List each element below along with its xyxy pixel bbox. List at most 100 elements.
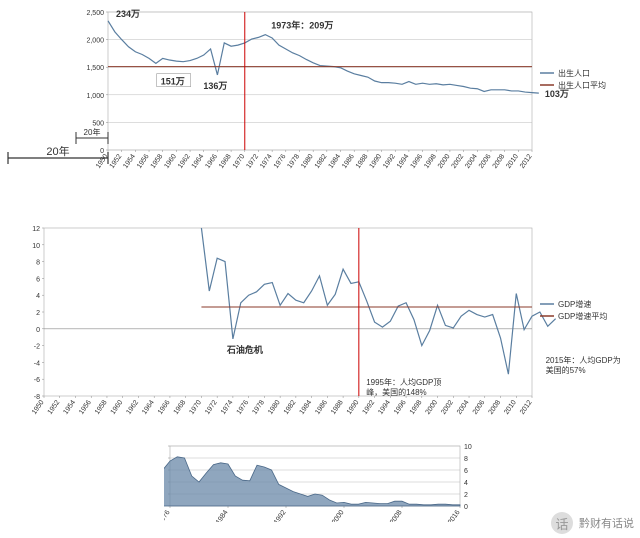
svg-text:12: 12 — [32, 226, 40, 233]
gdp-growth-chart: -8-6-4-202468101219501952195419561958196… — [14, 222, 632, 422]
svg-text:1964: 1964 — [141, 399, 156, 416]
svg-text:1992: 1992 — [362, 399, 377, 416]
svg-text:103万: 103万 — [545, 89, 569, 99]
svg-text:2008: 2008 — [389, 509, 404, 522]
svg-text:1990: 1990 — [369, 153, 384, 170]
svg-text:1978: 1978 — [286, 153, 301, 170]
svg-text:1962: 1962 — [125, 399, 140, 416]
svg-text:1996: 1996 — [393, 399, 408, 416]
svg-text:4: 4 — [464, 480, 468, 487]
svg-text:151万: 151万 — [161, 77, 185, 87]
svg-text:1980: 1980 — [267, 399, 282, 416]
svg-text:1982: 1982 — [314, 153, 329, 170]
svg-text:1960: 1960 — [110, 399, 125, 416]
svg-text:2010: 2010 — [505, 153, 520, 170]
svg-text:2000: 2000 — [437, 153, 452, 170]
svg-text:2,000: 2,000 — [86, 38, 104, 45]
svg-text:20年: 20年 — [84, 127, 101, 137]
svg-text:1980: 1980 — [300, 153, 315, 170]
svg-text:2002: 2002 — [451, 153, 466, 170]
svg-text:出生人口: 出生人口 — [558, 68, 590, 78]
svg-text:10: 10 — [464, 444, 472, 451]
svg-text:2008: 2008 — [487, 399, 502, 416]
svg-text:1982: 1982 — [283, 399, 298, 416]
svg-text:1970: 1970 — [188, 399, 203, 416]
svg-text:1976: 1976 — [236, 399, 251, 416]
svg-text:234万: 234万 — [116, 9, 140, 19]
svg-text:2: 2 — [36, 310, 40, 317]
svg-text:1966: 1966 — [157, 399, 172, 416]
svg-text:2012: 2012 — [519, 399, 534, 416]
svg-text:1992: 1992 — [273, 509, 288, 522]
svg-text:2000: 2000 — [425, 399, 440, 416]
svg-text:1994: 1994 — [377, 399, 392, 416]
svg-text:1954: 1954 — [62, 399, 77, 416]
svg-text:2006: 2006 — [472, 399, 487, 416]
svg-text:1995年：人均GDP顶: 1995年：人均GDP顶 — [366, 377, 441, 387]
svg-text:1968: 1968 — [218, 153, 233, 170]
watermark-text: 黔财有话说 — [579, 515, 634, 531]
svg-text:-6: -6 — [34, 377, 40, 384]
svg-text:4: 4 — [36, 293, 40, 300]
svg-text:峰，美国的148%: 峰，美国的148% — [366, 387, 426, 397]
small-area-chart: 0 2 4 6 8 10 1976 1984 1992 2000 2008 2016 — [164, 440, 488, 522]
svg-text:2006: 2006 — [478, 153, 493, 170]
svg-text:1972: 1972 — [204, 399, 219, 416]
svg-text:出生人口平均: 出生人口平均 — [558, 80, 606, 90]
svg-text:1973年：209万: 1973年：209万 — [271, 20, 333, 31]
svg-text:1958: 1958 — [94, 399, 109, 416]
svg-text:1998: 1998 — [409, 399, 424, 416]
birth-population-chart: 05001,0001,5002,0002,5001950195219541956… — [74, 6, 632, 176]
svg-text:2010: 2010 — [503, 399, 518, 416]
svg-text:2000: 2000 — [331, 509, 346, 522]
svg-text:1,500: 1,500 — [86, 65, 104, 72]
svg-text:1986: 1986 — [341, 153, 356, 170]
svg-text:2,500: 2,500 — [86, 10, 104, 17]
svg-text:1978: 1978 — [251, 399, 266, 416]
svg-text:1998: 1998 — [423, 153, 438, 170]
svg-text:1974: 1974 — [259, 153, 274, 170]
svg-text:GDP增速平均: GDP增速平均 — [558, 311, 607, 321]
svg-text:1984: 1984 — [327, 153, 342, 170]
svg-text:6: 6 — [464, 468, 468, 475]
svg-text:GDP增速: GDP增速 — [558, 299, 591, 309]
svg-text:8: 8 — [36, 260, 40, 267]
svg-text:1996: 1996 — [410, 153, 425, 170]
svg-text:2002: 2002 — [440, 399, 455, 416]
svg-text:0: 0 — [464, 504, 468, 511]
svg-text:2016: 2016 — [447, 509, 462, 522]
svg-text:1952: 1952 — [109, 153, 124, 170]
svg-text:2004: 2004 — [456, 399, 471, 416]
svg-text:石油危机: 石油危机 — [226, 344, 263, 355]
svg-text:1976: 1976 — [164, 509, 172, 522]
svg-text:-2: -2 — [34, 344, 40, 351]
svg-text:1984: 1984 — [215, 509, 230, 522]
svg-text:1962: 1962 — [177, 153, 192, 170]
svg-text:1994: 1994 — [396, 153, 411, 170]
svg-text:1956: 1956 — [136, 153, 151, 170]
svg-text:1956: 1956 — [78, 399, 93, 416]
svg-text:2: 2 — [464, 492, 468, 499]
svg-text:1992: 1992 — [382, 153, 397, 170]
svg-text:1976: 1976 — [273, 153, 288, 170]
svg-text:10: 10 — [32, 243, 40, 250]
svg-text:2015年：人均GDP为: 2015年：人均GDP为 — [546, 355, 621, 365]
svg-text:-4: -4 — [34, 360, 40, 367]
watermark: 话 黔财有话说 — [551, 512, 634, 534]
svg-text:1988: 1988 — [330, 399, 345, 416]
watermark-icon: 话 — [551, 512, 573, 534]
svg-text:1966: 1966 — [204, 153, 219, 170]
svg-text:2008: 2008 — [492, 153, 507, 170]
svg-text:1968: 1968 — [173, 399, 188, 416]
svg-text:136万: 136万 — [203, 81, 227, 91]
svg-text:20年: 20年 — [46, 146, 69, 158]
svg-text:500: 500 — [92, 120, 104, 127]
svg-text:2012: 2012 — [519, 153, 534, 170]
span-bracket: 20年 — [0, 146, 110, 170]
svg-text:1954: 1954 — [122, 153, 137, 170]
svg-text:1958: 1958 — [150, 153, 165, 170]
svg-text:1984: 1984 — [299, 399, 314, 416]
svg-text:1970: 1970 — [232, 153, 247, 170]
svg-text:1974: 1974 — [220, 399, 235, 416]
svg-text:8: 8 — [464, 456, 468, 463]
